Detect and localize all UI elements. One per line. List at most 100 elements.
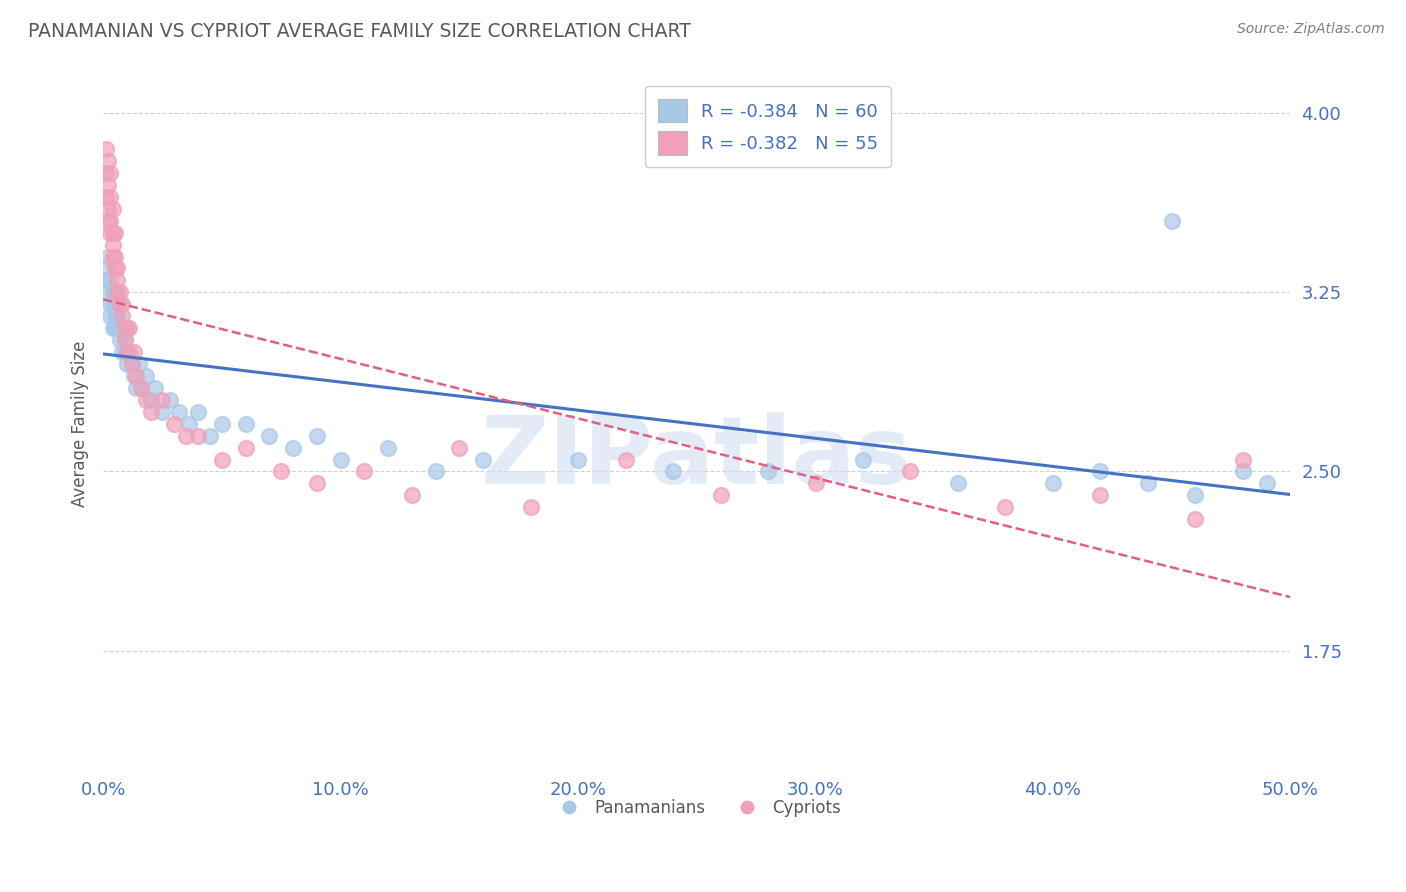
Point bbox=[1184, 488, 1206, 502]
Point bbox=[97, 154, 120, 169]
Point bbox=[108, 321, 131, 335]
Point bbox=[187, 428, 209, 442]
Point bbox=[187, 405, 209, 419]
Point bbox=[1232, 465, 1254, 479]
Point bbox=[101, 321, 124, 335]
Point bbox=[101, 297, 124, 311]
Point bbox=[108, 297, 131, 311]
Point bbox=[104, 285, 127, 300]
Point bbox=[567, 452, 589, 467]
Point bbox=[1090, 488, 1112, 502]
Point bbox=[98, 297, 121, 311]
Point bbox=[152, 392, 174, 407]
Point bbox=[305, 428, 328, 442]
Point bbox=[94, 261, 117, 276]
Point bbox=[115, 345, 138, 359]
Point bbox=[614, 452, 637, 467]
Point bbox=[135, 368, 157, 383]
Point bbox=[111, 345, 134, 359]
Point bbox=[211, 452, 233, 467]
Point bbox=[129, 381, 152, 395]
Point bbox=[98, 190, 121, 204]
Point bbox=[519, 500, 541, 515]
Point bbox=[145, 381, 167, 395]
Point bbox=[1232, 452, 1254, 467]
Point bbox=[105, 261, 128, 276]
Point bbox=[1184, 512, 1206, 526]
Point bbox=[94, 166, 117, 180]
Point bbox=[900, 465, 922, 479]
Point bbox=[114, 333, 136, 347]
Point bbox=[115, 357, 138, 371]
Point bbox=[101, 237, 124, 252]
Point bbox=[128, 357, 150, 371]
Point bbox=[122, 345, 145, 359]
Point bbox=[97, 178, 120, 192]
Point bbox=[167, 405, 190, 419]
Point bbox=[105, 310, 128, 324]
Point bbox=[946, 476, 969, 491]
Point bbox=[1136, 476, 1159, 491]
Point bbox=[270, 465, 292, 479]
Point bbox=[152, 405, 174, 419]
Point bbox=[108, 285, 131, 300]
Point bbox=[235, 417, 257, 431]
Point bbox=[101, 250, 124, 264]
Point bbox=[114, 345, 136, 359]
Point bbox=[94, 273, 117, 287]
Point bbox=[104, 310, 127, 324]
Point bbox=[425, 465, 447, 479]
Point bbox=[104, 250, 127, 264]
Point bbox=[129, 381, 152, 395]
Point bbox=[449, 441, 471, 455]
Point bbox=[125, 368, 148, 383]
Point bbox=[235, 441, 257, 455]
Point bbox=[108, 333, 131, 347]
Point bbox=[122, 368, 145, 383]
Point bbox=[104, 226, 127, 240]
Point bbox=[98, 213, 121, 227]
Point bbox=[118, 321, 141, 335]
Point bbox=[98, 166, 121, 180]
Point bbox=[111, 321, 134, 335]
Point bbox=[101, 285, 124, 300]
Point bbox=[121, 357, 143, 371]
Point bbox=[159, 392, 181, 407]
Point bbox=[259, 428, 281, 442]
Text: Source: ZipAtlas.com: Source: ZipAtlas.com bbox=[1237, 22, 1385, 37]
Point bbox=[97, 202, 120, 216]
Point bbox=[174, 428, 197, 442]
Point bbox=[111, 310, 134, 324]
Point bbox=[105, 273, 128, 287]
Point bbox=[97, 250, 120, 264]
Point bbox=[329, 452, 352, 467]
Point bbox=[125, 381, 148, 395]
Point bbox=[709, 488, 731, 502]
Point bbox=[1256, 476, 1278, 491]
Point bbox=[114, 321, 136, 335]
Point bbox=[401, 488, 423, 502]
Point bbox=[852, 452, 875, 467]
Point bbox=[1160, 213, 1182, 227]
Point bbox=[1042, 476, 1064, 491]
Point bbox=[98, 310, 121, 324]
Point bbox=[135, 392, 157, 407]
Point bbox=[101, 226, 124, 240]
Point bbox=[105, 321, 128, 335]
Point bbox=[177, 417, 200, 431]
Point bbox=[101, 202, 124, 216]
Point bbox=[756, 465, 779, 479]
Point bbox=[105, 297, 128, 311]
Text: ZIPatlas: ZIPatlas bbox=[481, 412, 912, 504]
Point bbox=[377, 441, 399, 455]
Point bbox=[804, 476, 827, 491]
Point bbox=[115, 321, 138, 335]
Point bbox=[211, 417, 233, 431]
Legend: Panamanians, Cypriots: Panamanians, Cypriots bbox=[546, 793, 848, 824]
Point bbox=[198, 428, 221, 442]
Point bbox=[98, 273, 121, 287]
Point bbox=[1090, 465, 1112, 479]
Point bbox=[472, 452, 495, 467]
Point bbox=[139, 405, 162, 419]
Point bbox=[121, 357, 143, 371]
